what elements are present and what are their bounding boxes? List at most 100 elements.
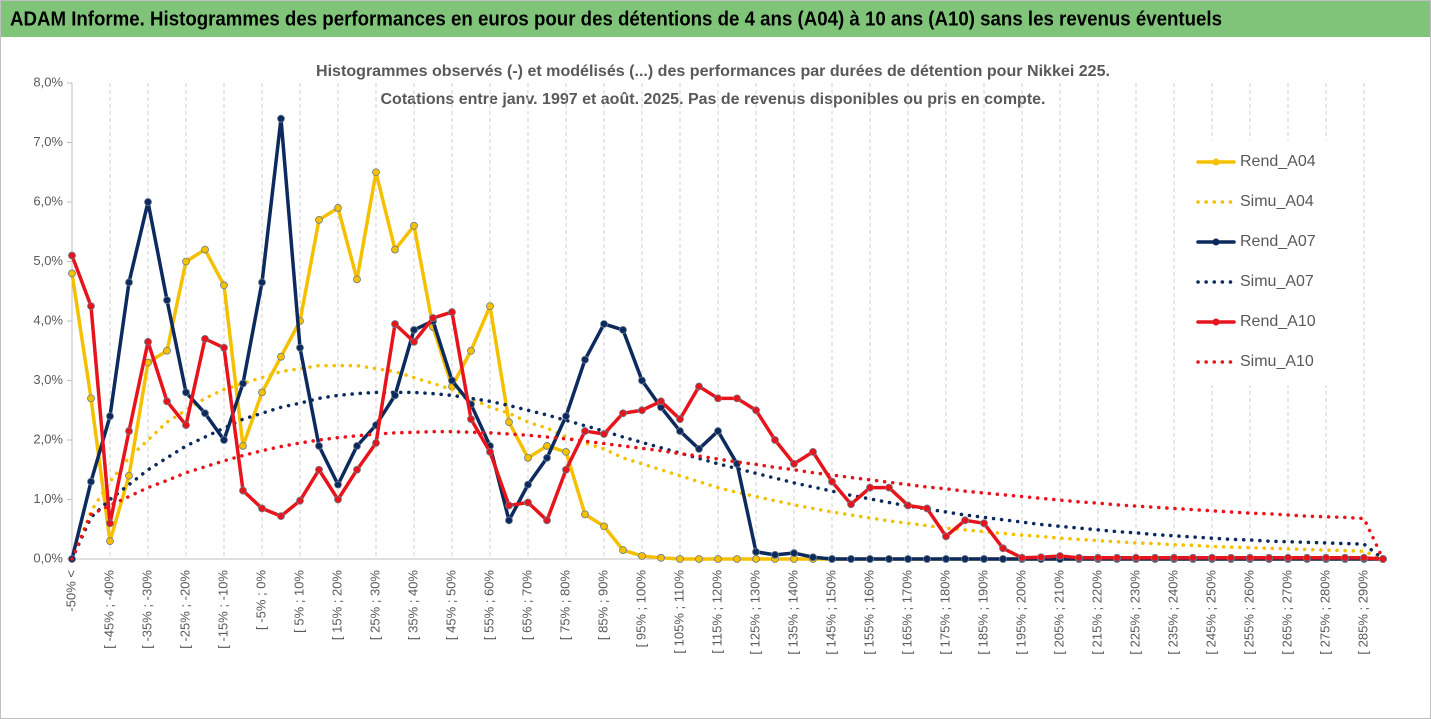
x-tick-label: [ 285% ; 290% xyxy=(1355,570,1370,655)
point xyxy=(1075,553,1083,562)
point xyxy=(600,320,608,328)
point xyxy=(695,555,703,563)
x-tick-label: [ 245% ; 250% xyxy=(1203,570,1218,655)
point xyxy=(144,337,152,346)
legend-label: Simu_A10 xyxy=(1240,353,1314,370)
point xyxy=(277,352,285,361)
point xyxy=(125,471,133,480)
legend-label: Simu_A04 xyxy=(1240,193,1314,210)
legend-marker xyxy=(1212,238,1220,246)
point xyxy=(505,516,513,525)
point xyxy=(201,334,209,343)
point xyxy=(68,251,76,260)
x-tick-label: [ 265% ; 270% xyxy=(1279,570,1294,655)
point xyxy=(467,415,475,424)
x-tick-label: [ 45% ; 50% xyxy=(443,570,458,641)
chart-title: Histogrammes observés (-) et modélisés (… xyxy=(316,63,1110,80)
y-tick-label: 3,0% xyxy=(33,372,63,387)
point xyxy=(1208,553,1216,562)
y-tick-label: 8,0% xyxy=(33,74,63,89)
y-tick-label: 5,0% xyxy=(33,253,63,268)
point xyxy=(980,519,988,528)
point xyxy=(1360,553,1368,562)
point xyxy=(619,409,627,418)
point xyxy=(448,308,456,316)
point xyxy=(790,549,798,557)
x-tick-label: [ 255% ; 260% xyxy=(1241,570,1256,655)
point xyxy=(562,412,570,421)
x-tick-label: [ 135% ; 140% xyxy=(785,570,800,655)
point xyxy=(296,343,304,352)
point xyxy=(752,555,760,563)
legend-label: Rend_A07 xyxy=(1240,233,1316,250)
model-line xyxy=(70,390,1385,561)
point xyxy=(106,412,114,421)
point xyxy=(524,453,532,462)
x-tick-label: [ 95% ; 100% xyxy=(633,570,648,648)
point xyxy=(1246,553,1254,562)
point xyxy=(543,516,551,525)
point xyxy=(1189,553,1197,562)
point xyxy=(334,495,342,504)
x-tick-label: [ 115% ; 120% xyxy=(709,570,724,654)
point xyxy=(676,415,684,424)
point xyxy=(619,546,627,554)
legend-label: Rend_A04 xyxy=(1240,153,1316,170)
point xyxy=(1132,553,1140,562)
point xyxy=(163,296,171,305)
x-tick-label: [ 155% ; 160% xyxy=(861,570,876,655)
point xyxy=(1284,553,1292,562)
point xyxy=(562,465,570,474)
point xyxy=(486,447,494,456)
legend-box xyxy=(1180,140,1340,385)
model-line xyxy=(70,429,1385,561)
point xyxy=(733,394,741,403)
legend-marker xyxy=(1212,158,1220,166)
point xyxy=(239,379,247,388)
point xyxy=(315,465,323,474)
x-tick-label: [ -15% ; -10% xyxy=(215,570,230,649)
point xyxy=(695,382,703,391)
x-tick-label: [ 275% ; 280% xyxy=(1317,570,1332,655)
point xyxy=(87,302,95,311)
point xyxy=(68,269,76,278)
x-tick-label: [ 125% ; 130% xyxy=(747,570,762,655)
point xyxy=(220,343,228,352)
x-tick-label: [ 185% ; 190% xyxy=(975,570,990,655)
point xyxy=(581,355,589,364)
point xyxy=(239,442,247,450)
point xyxy=(999,555,1007,563)
point xyxy=(410,326,418,334)
point xyxy=(448,376,456,385)
point xyxy=(600,522,608,531)
point xyxy=(391,320,399,328)
point xyxy=(524,498,532,507)
point xyxy=(847,555,855,563)
point xyxy=(657,553,665,562)
point xyxy=(163,346,171,355)
point xyxy=(353,442,361,450)
legend-label: Rend_A10 xyxy=(1240,313,1316,330)
point xyxy=(125,278,133,287)
point xyxy=(429,314,437,322)
point xyxy=(391,245,399,254)
y-tick-label: 2,0% xyxy=(33,431,63,446)
x-tick-label: [ 35% ; 40% xyxy=(405,570,420,641)
point xyxy=(334,480,342,489)
x-tick-label: [ -5% ; 0% xyxy=(253,570,268,630)
header-bar xyxy=(1,1,1430,37)
point xyxy=(866,483,874,492)
point xyxy=(1265,553,1273,562)
x-tick-label: [ 65% ; 70% xyxy=(519,570,534,641)
point xyxy=(999,544,1007,553)
point xyxy=(828,477,836,486)
x-tick-label: [ 175% ; 180% xyxy=(937,570,952,655)
point xyxy=(1018,553,1026,562)
point xyxy=(1303,553,1311,562)
point xyxy=(258,388,266,397)
x-tick-label: [ 5% ; 10% xyxy=(291,570,306,633)
point xyxy=(961,555,969,563)
point xyxy=(106,537,114,546)
point xyxy=(182,257,190,266)
point xyxy=(695,445,703,453)
